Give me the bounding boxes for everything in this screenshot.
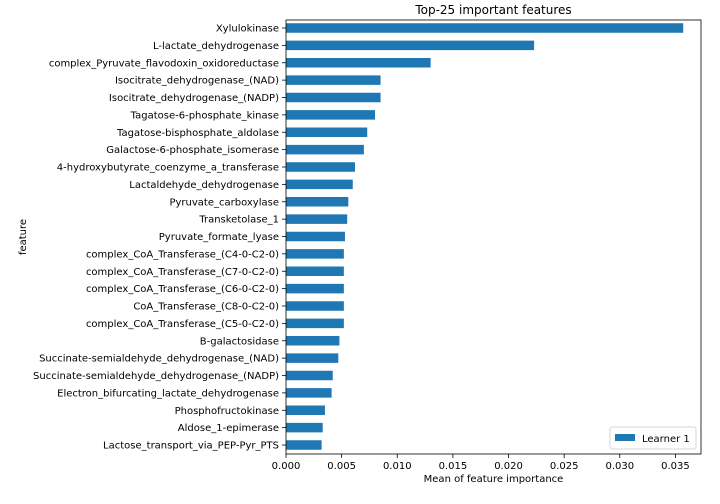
y-tick-label: Phosphofructokinase	[175, 406, 279, 417]
legend-box	[609, 426, 697, 450]
legend: Learner 1	[609, 426, 697, 450]
y-tick-label: Succinate-semialdehyde_dehydrogenase_(NA…	[33, 371, 279, 382]
bar	[286, 388, 332, 398]
bar	[286, 214, 348, 224]
x-tick-label: 0.020	[494, 461, 523, 472]
y-tick-label: Succinate-semialdehyde_dehydrogenase_(NA…	[39, 354, 279, 365]
bar	[286, 231, 345, 242]
x-tick-label: 0.005	[327, 461, 356, 472]
y-tick-label: complex_CoA_Transferase_(C6-0-C2-0)	[86, 284, 279, 295]
bar	[286, 405, 325, 415]
x-tick-label: 0.025	[550, 461, 579, 472]
legend-swatch	[615, 434, 635, 441]
bar	[286, 318, 344, 329]
y-tick-label: Tagatose-6-phosphate_kinase	[130, 110, 279, 121]
bar	[286, 179, 353, 190]
bar	[286, 353, 339, 363]
x-tick-label: 0.035	[661, 461, 690, 472]
y-tick-label: Lactose_transport_via_PEP-Pyr_PTS	[103, 441, 279, 452]
y-tick-label: Isocitrate_dehydrogenase_(NADP)	[109, 93, 279, 104]
y-tick-label: Galactose-6-phosphate_isomerase	[106, 145, 279, 156]
bar	[286, 283, 344, 294]
y-tick-label: Electron_bifurcating_lactate_dehydrogena…	[57, 388, 279, 399]
y-tick-label: Aldose_1-epimerase	[178, 423, 279, 434]
bar	[286, 422, 323, 433]
bar	[286, 249, 344, 259]
bar	[286, 127, 368, 137]
y-tick-label: complex_CoA_Transferase_(C7-0-C2-0)	[86, 267, 279, 278]
y-tick-label: Pyruvate_carboxylase	[169, 197, 279, 208]
bar	[286, 162, 355, 172]
bar	[286, 40, 535, 51]
y-tick-label: Tagatose-bisphosphate_aldolase	[116, 128, 279, 139]
bar	[286, 440, 322, 450]
bar	[286, 23, 684, 33]
y-axis-label: feature	[18, 219, 29, 255]
y-tick-label: Pyruvate_formate_lyase	[159, 232, 279, 243]
y-tick-label: Lactaldehyde_dehydrogenase	[129, 180, 279, 191]
y-tick-label: Transketolase_1	[198, 215, 279, 226]
bar	[286, 370, 333, 381]
y-tick-label: CoA_Transferase_(C8-0-C2-0)	[133, 302, 279, 313]
y-tick-label: complex_Pyruvate_flavodoxin_oxidoreducta…	[49, 58, 279, 69]
bar	[286, 58, 431, 68]
x-tick-label: 0.030	[605, 461, 634, 472]
bar	[286, 110, 376, 120]
y-tick-label: Xylulokinase	[216, 24, 279, 35]
x-axis-ticks: 0.000 0.005 0.010 0.015 0.020 0.025 0.030 0.035	[272, 454, 690, 472]
x-axis-label: Mean of feature importance	[424, 474, 564, 485]
y-tick-label: B-galactosidase	[200, 336, 279, 347]
x-tick-label: 0.015	[439, 461, 468, 472]
bar	[286, 266, 344, 276]
y-tick-label: 4-hydroxybutyrate_coenzyme_a_transferase	[57, 163, 279, 174]
chart-title: Top-25 important features	[414, 3, 571, 17]
bars-group	[286, 23, 684, 450]
y-tick-label: Isocitrate_dehydrogenase_(NAD)	[115, 76, 279, 87]
bar	[286, 75, 381, 85]
bar	[286, 336, 340, 346]
y-axis-ticks: Xylulokinase L-lactate_dehydrogenasecompl…	[33, 24, 286, 452]
bar	[286, 144, 364, 155]
bar	[286, 92, 381, 103]
plot-frame	[285, 19, 702, 455]
bar	[286, 301, 344, 311]
legend-label: Learner 1	[642, 434, 690, 445]
x-tick-label: 0.000	[272, 461, 301, 472]
y-tick-label: complex_CoA_Transferase_(C5-0-C2-0)	[86, 319, 279, 330]
bar	[286, 197, 349, 207]
x-tick-label: 0.010	[383, 461, 412, 472]
y-tick-label: complex_CoA_Transferase_(C4-0-C2-0)	[86, 249, 279, 260]
y-tick-label: L-lactate_dehydrogenase	[153, 41, 279, 52]
